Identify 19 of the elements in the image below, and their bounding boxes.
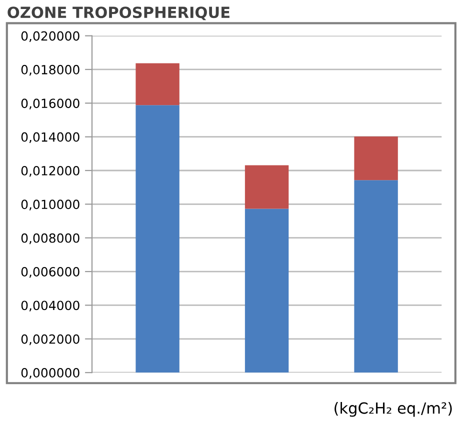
y-tick-label: 0,016000 xyxy=(21,98,80,110)
bar xyxy=(354,136,398,180)
y-tick-label: 0,006000 xyxy=(21,267,80,278)
y-tick-label: 0,008000 xyxy=(21,233,80,244)
y-tick-label: 0,020000 xyxy=(21,31,80,42)
bar xyxy=(136,63,180,106)
bar xyxy=(136,105,180,373)
y-tick-label: 0,014000 xyxy=(21,132,80,144)
bar xyxy=(354,180,398,373)
y-tick-label: 0,004000 xyxy=(21,300,80,312)
y-tick-label: 0,018000 xyxy=(21,64,80,76)
bar xyxy=(244,165,289,209)
text: (kgC₂H₂ eq./m²) xyxy=(334,402,452,417)
y-tick-label: 0,000000 xyxy=(21,368,80,379)
y-tick-label: 0,002000 xyxy=(21,334,80,346)
y-tick-label: 0,010000 xyxy=(21,200,80,210)
y-tick-label: 0,012000 xyxy=(21,166,80,177)
chart-title: OZONE TROPOSPHERIQUE xyxy=(8,6,230,20)
bar xyxy=(244,208,289,373)
